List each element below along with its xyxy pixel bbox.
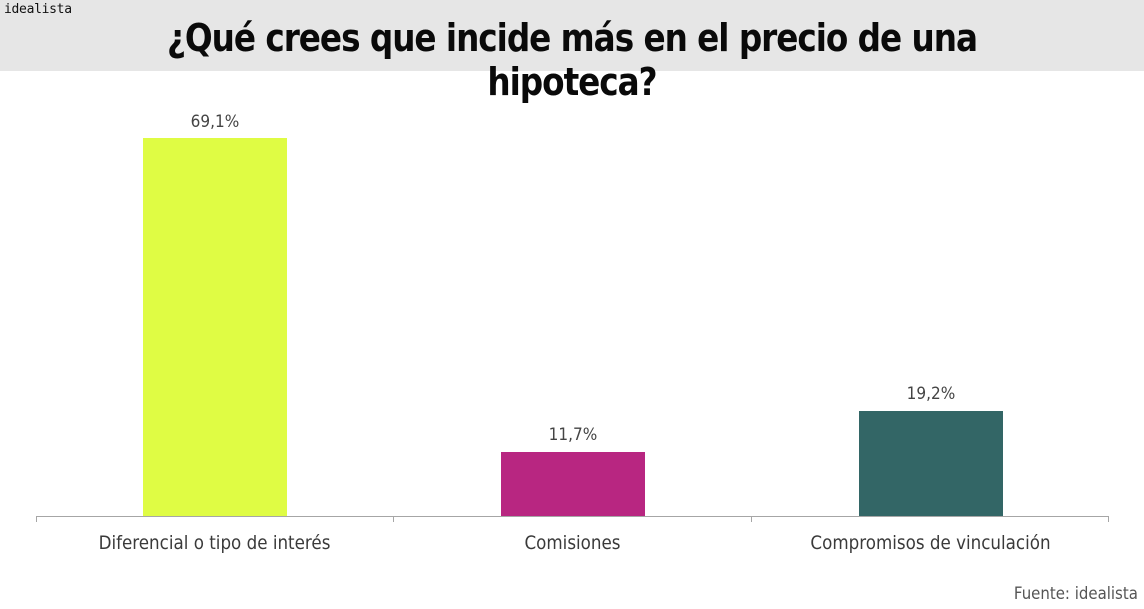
bar-diferencial xyxy=(143,138,287,516)
x-axis-tick xyxy=(36,516,37,522)
title-banner: idealista ¿Qué crees que incide más en e… xyxy=(0,0,1144,104)
category-label-1: Comisiones xyxy=(524,532,621,554)
category-label-2: Compromisos de vinculación xyxy=(810,532,1051,554)
bar-comisiones xyxy=(501,452,645,516)
category-label-0: Diferencial o tipo de interés xyxy=(98,532,331,554)
value-label-0: 69,1% xyxy=(190,112,240,132)
x-axis xyxy=(36,516,1109,517)
x-axis-tick xyxy=(393,516,394,522)
brand-logo: idealista xyxy=(4,2,72,17)
source-note: Fuente: idealista xyxy=(1014,584,1138,604)
bar-vinculacion xyxy=(859,411,1003,516)
x-axis-tick xyxy=(1108,516,1109,522)
x-axis-tick xyxy=(751,516,752,522)
value-label-1: 11,7% xyxy=(548,425,598,445)
value-label-2: 19,2% xyxy=(906,384,956,404)
chart-title: ¿Qué crees que incide más en el precio d… xyxy=(166,16,978,104)
